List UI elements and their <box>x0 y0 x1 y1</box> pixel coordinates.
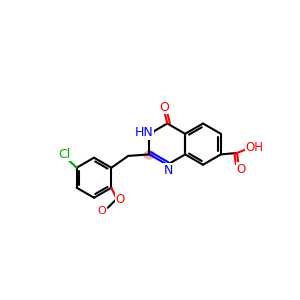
Text: OH: OH <box>246 141 264 154</box>
Text: O: O <box>97 206 106 216</box>
Ellipse shape <box>137 127 156 137</box>
Text: HN: HN <box>135 126 154 139</box>
Ellipse shape <box>143 150 156 160</box>
Text: O: O <box>236 163 245 176</box>
Text: O: O <box>116 193 125 206</box>
Text: Cl: Cl <box>58 148 70 161</box>
Text: N: N <box>164 164 173 177</box>
Text: O: O <box>159 100 169 113</box>
